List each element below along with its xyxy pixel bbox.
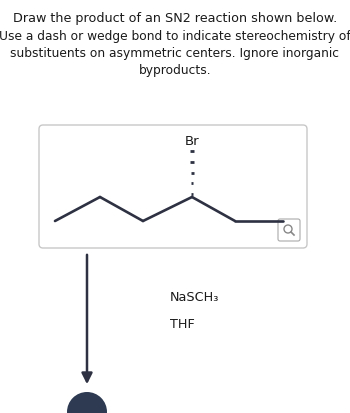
Text: NaSCH₃: NaSCH₃: [170, 291, 219, 304]
Circle shape: [67, 392, 107, 413]
Text: Draw the product of an SN2 reaction shown below.: Draw the product of an SN2 reaction show…: [13, 12, 337, 25]
Text: THF: THF: [170, 318, 195, 331]
FancyBboxPatch shape: [39, 126, 307, 248]
Text: Br: Br: [185, 135, 199, 147]
FancyBboxPatch shape: [278, 219, 300, 242]
Text: Use a dash or wedge bond to indicate stereochemistry of
substituents on asymmetr: Use a dash or wedge bond to indicate ste…: [0, 30, 350, 77]
